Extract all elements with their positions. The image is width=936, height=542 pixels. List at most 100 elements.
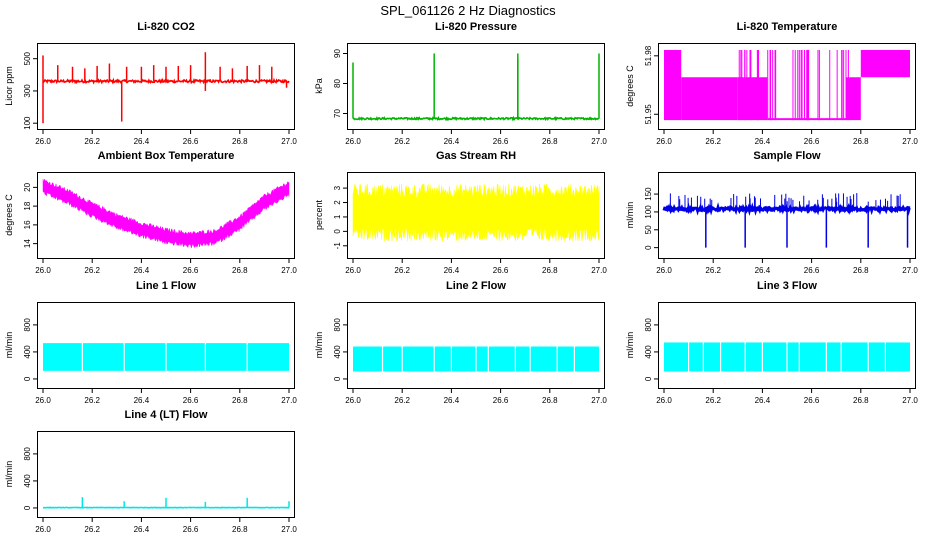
x-tick-label: 26.8 <box>232 266 248 275</box>
y-tick-label: 14 <box>23 239 32 248</box>
band-segment-1 <box>681 77 738 120</box>
x-tick-label: 27.0 <box>281 396 297 405</box>
y-axis-label: degrees C <box>4 175 14 255</box>
chart-title: Line 3 Flow <box>658 280 916 292</box>
x-tick-label: 26.4 <box>444 137 460 146</box>
x-tick-label: 26.8 <box>853 137 869 146</box>
x-tick-label: 26.8 <box>853 396 869 405</box>
y-tick-label: 800 <box>23 318 32 332</box>
x-tick-label: 26.4 <box>444 266 460 275</box>
y-tick-label: 1 <box>333 214 342 219</box>
x-tick-label: 26.6 <box>183 525 199 534</box>
y-axis-label: percent <box>314 175 324 255</box>
y-tick-label: -1 <box>333 242 342 250</box>
y-tick-label: 18 <box>23 201 32 210</box>
x-tick-label: 26.6 <box>804 396 820 405</box>
y-tick-label: 500 <box>23 51 32 65</box>
x-tick-label: 26.6 <box>804 266 820 275</box>
x-tick-label: 26.2 <box>394 137 410 146</box>
x-tick-label: 26.0 <box>656 137 672 146</box>
x-tick-label: 26.2 <box>394 266 410 275</box>
series-area <box>353 184 599 242</box>
y-tick-label: 400 <box>23 474 32 488</box>
chart-title: Line 1 Flow <box>37 280 295 292</box>
y-axis-label: ml/min <box>625 175 635 255</box>
plot-area <box>664 50 910 120</box>
y-tick-label: 20 <box>23 182 32 191</box>
page-title: SPL_061126 2 Hz Diagnostics <box>0 3 936 18</box>
y-tick-label: 400 <box>644 345 653 359</box>
y-axis-label: ml/min <box>4 305 14 385</box>
chart-title: Line 4 (LT) Flow <box>37 409 295 421</box>
band-segment-0 <box>664 50 681 120</box>
y-tick-label: 51.98 <box>644 45 653 66</box>
y-tick-label: 0 <box>644 376 653 381</box>
y-tick-label: 16 <box>23 220 32 229</box>
x-tick-label: 27.0 <box>591 137 607 146</box>
plot-frame <box>348 303 605 389</box>
y-axis-label: kPa <box>314 46 324 126</box>
series-line <box>353 118 599 120</box>
y-tick-label: 0 <box>644 245 653 250</box>
x-tick-label: 26.8 <box>853 266 869 275</box>
y-tick-label: 80 <box>333 79 342 88</box>
x-tick-label: 26.4 <box>134 137 150 146</box>
chart-title: Line 2 Flow <box>347 280 605 292</box>
y-tick-label: 0 <box>23 505 32 510</box>
x-tick-label: 27.0 <box>281 525 297 534</box>
y-tick-label: 150 <box>644 187 653 201</box>
plot-area <box>664 193 910 248</box>
x-tick-label: 26.2 <box>84 525 100 534</box>
series-area <box>43 179 289 248</box>
x-tick-label: 27.0 <box>902 266 918 275</box>
plot-frame <box>348 44 605 130</box>
x-tick-label: 26.2 <box>84 266 100 275</box>
x-tick-label: 26.4 <box>755 266 771 275</box>
plot-area <box>43 52 289 123</box>
y-axis-label: Licor ppm <box>4 46 14 126</box>
x-tick-label: 27.0 <box>902 137 918 146</box>
plot-area <box>353 54 599 120</box>
x-tick-label: 26.0 <box>656 396 672 405</box>
chart-title: Li-820 Temperature <box>658 21 916 33</box>
x-tick-label: 26.0 <box>345 266 361 275</box>
chart-title: Ambient Box Temperature <box>37 150 295 162</box>
x-tick-label: 26.0 <box>35 266 51 275</box>
x-tick-label: 26.6 <box>183 396 199 405</box>
x-tick-label: 26.4 <box>444 396 460 405</box>
x-tick-label: 26.6 <box>493 396 509 405</box>
y-axis-label: ml/min <box>314 305 324 385</box>
x-tick-label: 26.4 <box>134 396 150 405</box>
x-tick-label: 26.4 <box>755 396 771 405</box>
x-tick-label: 26.4 <box>134 266 150 275</box>
y-tick-label: 800 <box>333 318 342 332</box>
y-tick-label: 0 <box>23 376 32 381</box>
x-tick-label: 26.6 <box>804 137 820 146</box>
y-tick-label: 50 <box>644 225 653 234</box>
x-tick-label: 26.0 <box>345 137 361 146</box>
y-tick-label: 300 <box>23 84 32 98</box>
x-tick-label: 27.0 <box>281 266 297 275</box>
x-tick-label: 27.0 <box>591 396 607 405</box>
x-tick-label: 26.8 <box>232 525 248 534</box>
x-tick-label: 26.8 <box>542 396 558 405</box>
x-tick-label: 27.0 <box>902 396 918 405</box>
x-tick-label: 26.0 <box>345 396 361 405</box>
band-segment-5 <box>861 50 910 77</box>
y-tick-label: 3 <box>333 185 342 190</box>
x-tick-label: 26.8 <box>232 137 248 146</box>
plot-area <box>353 184 599 242</box>
